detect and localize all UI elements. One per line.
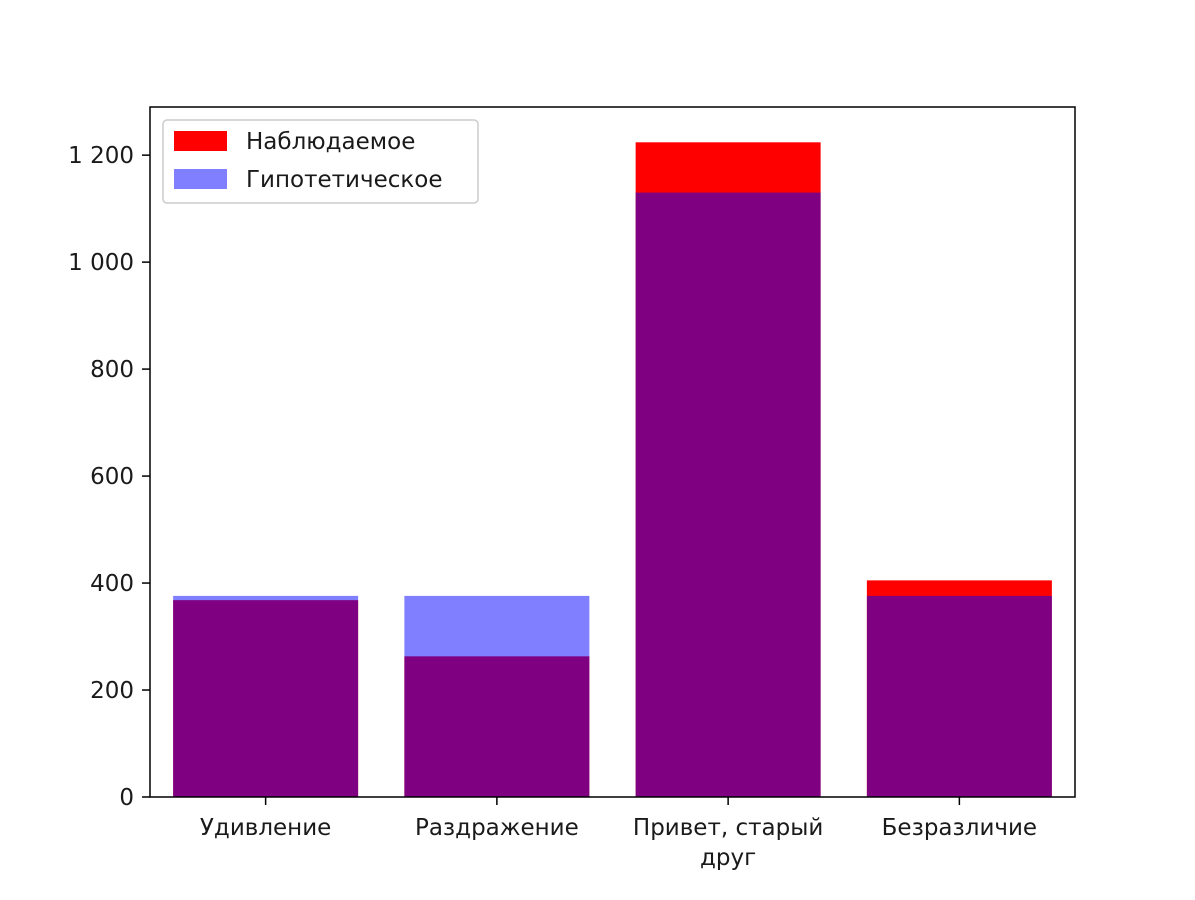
legend-box xyxy=(162,119,479,204)
plot-frame xyxy=(149,106,1076,798)
x-tick-label: Безразличие xyxy=(882,815,1037,841)
bar-series-2-3 xyxy=(635,192,821,797)
bar-series-2-2 xyxy=(404,595,590,797)
y-tick-label: 0 xyxy=(119,785,134,811)
legend-swatch-2 xyxy=(174,169,227,189)
x-tick-label: Удивление xyxy=(200,815,331,841)
legend-label-2: Гипотетическое xyxy=(246,167,442,193)
bar-series-2-4 xyxy=(866,595,1052,797)
legend-label-1: Наблюдаемое xyxy=(246,129,415,155)
bar-series-2-1 xyxy=(173,595,359,797)
y-tick-label: 800 xyxy=(90,357,134,383)
legend: Наблюдаемое Гипотетическое xyxy=(162,119,479,204)
y-tick-label: 400 xyxy=(90,571,134,597)
x-tick-label: Раздражение xyxy=(415,815,579,841)
y-tick-label: 600 xyxy=(90,464,134,490)
x-tick-label: Привет, старый друг xyxy=(633,815,823,871)
bars-layer xyxy=(173,142,1052,798)
x-axis: Удивление Раздражение Привет, старый друг Бе… xyxy=(200,797,1037,871)
legend-swatch-1 xyxy=(174,131,227,151)
series-2 xyxy=(173,192,1052,797)
y-tick-label: 1 000 xyxy=(68,250,134,276)
y-tick-label: 1 200 xyxy=(68,143,134,169)
y-tick-label: 200 xyxy=(90,678,134,704)
y-axis: 0 200 400 600 800 1 000 1 200 xyxy=(68,143,150,811)
